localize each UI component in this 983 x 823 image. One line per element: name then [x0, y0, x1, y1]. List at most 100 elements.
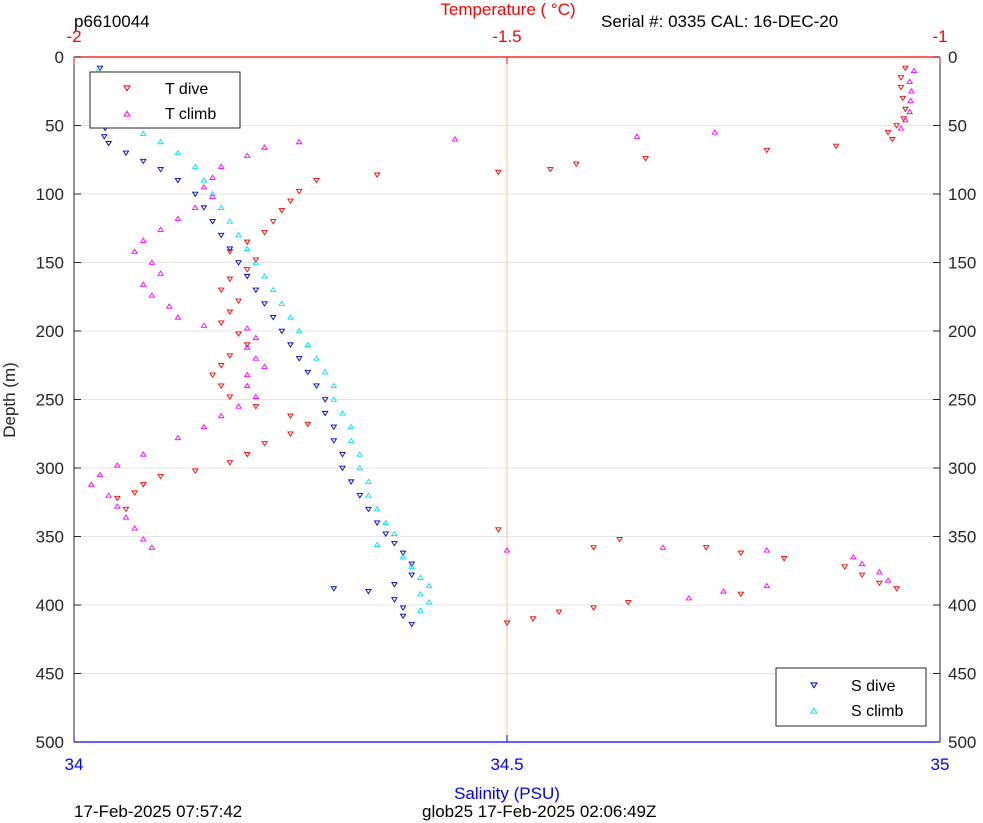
- axis-ticks: [73, 56, 941, 743]
- temperature-legend: T dive T climb: [89, 71, 241, 129]
- data-point-t-dive: [287, 198, 294, 205]
- data-point-t-climb: [711, 129, 719, 135]
- depth-tick-label-left: 150: [36, 254, 64, 273]
- data-point-s-dive: [235, 260, 242, 266]
- data-point-t-dive: [217, 362, 225, 369]
- data-point-t-dive: [884, 130, 892, 136]
- data-point-s-climb: [139, 130, 147, 136]
- data-point-s-dive: [295, 356, 303, 362]
- data-point-t-climb: [217, 412, 225, 419]
- data-point-s-dive: [243, 273, 251, 280]
- data-point-t-dive: [763, 147, 771, 154]
- depth-tick-label-right: 50: [948, 117, 967, 136]
- data-point-s-climb: [416, 574, 424, 580]
- data-point-s-dive: [399, 550, 407, 557]
- legend-t-climb-label: T climb: [165, 106, 216, 123]
- data-point-s-dive: [287, 342, 294, 348]
- data-point-t-climb: [139, 536, 147, 542]
- data-point-t-climb: [209, 174, 216, 180]
- data-point-t-dive: [494, 169, 502, 176]
- data-point-s-climb: [347, 423, 355, 430]
- data-point-s-dive: [408, 561, 416, 568]
- data-point-t-climb: [209, 193, 216, 200]
- data-point-t-climb: [113, 462, 121, 468]
- data-point-t-climb: [139, 281, 147, 287]
- legend-marker: [810, 682, 818, 689]
- data-point-s-dive: [313, 383, 320, 389]
- data-point-t-climb: [906, 78, 914, 84]
- data-point-s-climb: [365, 478, 372, 484]
- data-point-t-dive: [590, 605, 598, 611]
- data-point-s-dive: [191, 191, 199, 198]
- depth-tick-label-right: 0: [948, 48, 957, 67]
- data-point-t-climb: [763, 582, 771, 589]
- data-point-s-climb: [356, 451, 364, 457]
- data-point-t-dive: [702, 545, 710, 551]
- data-point-s-dive: [373, 520, 381, 526]
- data-point-t-climb: [148, 544, 156, 550]
- data-point-t-climb: [113, 503, 121, 509]
- data-point-s-dive: [399, 613, 407, 620]
- depth-tick-label-right: 500: [948, 733, 976, 752]
- data-point-t-dive: [780, 556, 788, 562]
- data-point-t-climb: [243, 371, 251, 378]
- data-point-t-climb: [858, 560, 866, 567]
- data-point-t-climb: [908, 88, 915, 94]
- data-point-s-dive: [269, 315, 277, 321]
- data-point-s-climb: [365, 492, 372, 498]
- data-point-t-dive: [122, 506, 130, 513]
- data-point-t-dive: [243, 342, 251, 348]
- series-t-climb: [87, 67, 918, 601]
- data-point-t-climb: [235, 403, 242, 409]
- depth-tick-label-right: 300: [948, 459, 976, 478]
- temperature-legend-box: [89, 71, 241, 129]
- data-point-s-dive: [391, 582, 398, 588]
- data-point-t-climb: [720, 588, 727, 594]
- data-point-s-dive: [200, 205, 208, 211]
- data-point-t-dive: [191, 468, 199, 474]
- data-point-t-dive: [226, 394, 234, 400]
- data-point-t-climb: [139, 451, 147, 457]
- data-point-s-climb: [373, 541, 381, 547]
- depth-tick-label-right: 450: [948, 665, 976, 684]
- data-point-t-dive: [590, 545, 598, 551]
- data-point-s-dive: [391, 541, 398, 547]
- data-point-t-dive: [888, 136, 896, 143]
- data-point-s-climb: [295, 327, 303, 334]
- depth-tick-label-right: 100: [948, 185, 976, 204]
- data-point-s-dive: [217, 232, 225, 239]
- depth-tick-label-left: 500: [36, 733, 64, 752]
- data-point-t-dive: [295, 188, 303, 195]
- data-point-s-dive: [157, 167, 165, 173]
- depth-tick-label-right: 150: [948, 254, 976, 273]
- data-point-t-dive: [278, 208, 286, 214]
- data-point-s-climb: [252, 259, 260, 265]
- data-point-s-climb: [330, 382, 338, 389]
- data-point-s-climb: [356, 464, 364, 471]
- data-point-t-dive: [131, 490, 139, 496]
- data-point-t-dive: [243, 452, 251, 458]
- legend-marker: [123, 85, 131, 92]
- data-point-s-climb: [200, 177, 208, 183]
- depth-axis-title: Depth (m): [0, 362, 19, 438]
- data-point-s-dive: [339, 452, 346, 458]
- temperature-tick-label: -2: [66, 27, 81, 46]
- data-point-s-climb: [209, 190, 216, 197]
- data-point-t-dive: [252, 257, 260, 263]
- data-point-t-dive: [642, 156, 649, 162]
- legend-s-climb-label: S climb: [851, 703, 904, 720]
- data-point-t-dive: [893, 586, 901, 592]
- data-point-s-dive: [365, 589, 372, 595]
- temperature-tick-label: -1: [932, 27, 947, 46]
- data-point-t-dive: [373, 172, 381, 179]
- depth-tick-label-right: 400: [948, 596, 976, 615]
- legend-t-dive-label: T dive: [165, 81, 208, 98]
- data-point-t-dive: [243, 239, 251, 246]
- data-point-t-dive: [875, 580, 883, 587]
- series-t-dive: [113, 65, 909, 626]
- data-point-t-dive: [737, 591, 745, 598]
- data-point-s-climb: [425, 599, 433, 605]
- data-point-t-dive: [304, 421, 312, 428]
- data-point-t-climb: [174, 314, 182, 320]
